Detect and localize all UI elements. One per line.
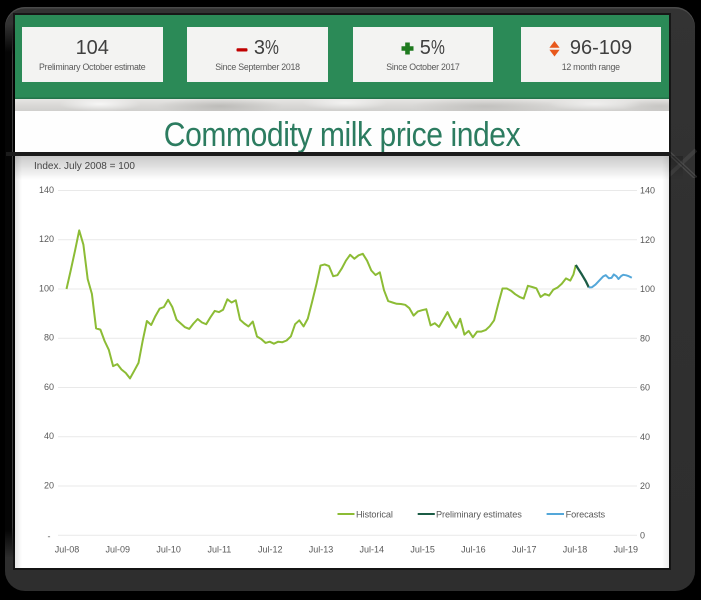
svg-text:Jul-18: Jul-18 <box>563 545 588 555</box>
svg-text:40: 40 <box>640 432 650 442</box>
svg-text:80: 80 <box>44 333 54 343</box>
svg-text:Jul-11: Jul-11 <box>207 545 231 555</box>
svg-text:60: 60 <box>44 382 54 392</box>
svg-text:100: 100 <box>39 283 54 293</box>
svg-text:20: 20 <box>640 481 650 491</box>
svg-text:Index. July 2008 = 100: Index. July 2008 = 100 <box>34 161 135 172</box>
svg-text:0: 0 <box>640 530 645 540</box>
svg-text:Historical: Historical <box>356 510 393 520</box>
svg-text:Jul-09: Jul-09 <box>106 545 131 555</box>
svg-text:60: 60 <box>640 383 650 393</box>
svg-text:Preliminary estimates: Preliminary estimates <box>436 510 522 520</box>
svg-text:40: 40 <box>44 431 54 441</box>
svg-text:Jul-08: Jul-08 <box>55 545 80 555</box>
svg-text:Jul-13: Jul-13 <box>309 545 334 555</box>
svg-text:140: 140 <box>39 185 54 195</box>
svg-text:-: - <box>48 532 51 542</box>
svg-text:Forecasts: Forecasts <box>566 510 606 520</box>
svg-text:Jul-15: Jul-15 <box>410 545 435 555</box>
svg-text:20: 20 <box>44 480 54 490</box>
svg-text:Jul-19: Jul-19 <box>614 545 639 555</box>
svg-text:Jul-12: Jul-12 <box>258 545 283 555</box>
svg-text:Jul-10: Jul-10 <box>156 545 181 555</box>
svg-text:140: 140 <box>640 186 655 196</box>
svg-text:Jul-14: Jul-14 <box>360 545 385 555</box>
svg-text:120: 120 <box>640 235 655 245</box>
svg-text:Jul-16: Jul-16 <box>461 545 486 555</box>
svg-text:Jul-17: Jul-17 <box>512 545 537 555</box>
svg-text:100: 100 <box>640 284 655 294</box>
svg-text:120: 120 <box>39 234 54 244</box>
svg-text:80: 80 <box>640 333 650 343</box>
